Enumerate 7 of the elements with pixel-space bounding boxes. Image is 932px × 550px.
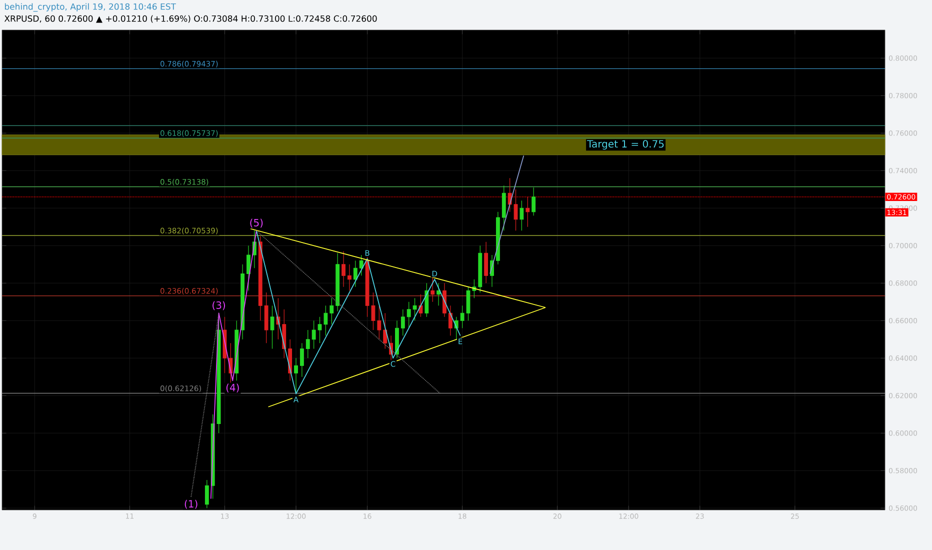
band-label: Target 1 = 0.75 — [587, 140, 664, 150]
chart-subtitle: XRPUSD, 60 0.72600 ▲ +0.01210 (+1.69%) O:0.73084 H:0.73100 L:0.72458 C:0.72600 — [4, 15, 377, 23]
annotation: (5) — [250, 218, 263, 228]
annotation: (4) — [226, 384, 239, 393]
annotation: (3) — [212, 301, 226, 310]
annotation: (1) — [184, 500, 198, 509]
chart-title: behind_crypto, April 19, 2018 10:46 EST — [4, 3, 176, 12]
